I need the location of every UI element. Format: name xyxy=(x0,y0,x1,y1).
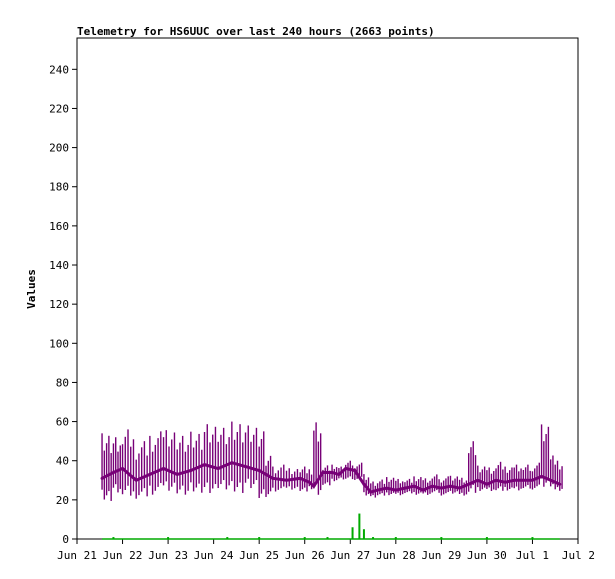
series-1-point xyxy=(100,476,104,480)
series-1-point xyxy=(530,478,534,482)
x-tick-label: Jun 28 xyxy=(376,549,416,562)
series-1-point xyxy=(344,467,348,471)
y-tick-label: 180 xyxy=(49,181,69,194)
series-1-point xyxy=(476,478,480,482)
series-1-point xyxy=(467,482,471,486)
series-2-point xyxy=(372,537,375,539)
x-tick-label: Jun 27 xyxy=(330,549,370,562)
series-1-point xyxy=(203,463,207,467)
series-2-point xyxy=(485,537,488,539)
series-2-point xyxy=(258,537,261,539)
y-tick-label: 20 xyxy=(56,494,69,507)
series-1-point xyxy=(353,469,357,473)
series-1-point xyxy=(503,480,507,484)
series-1-point xyxy=(244,465,248,469)
series-1-point xyxy=(521,478,525,482)
series-2-point xyxy=(362,529,365,539)
y-tick-label: 40 xyxy=(56,455,69,468)
series-1-point xyxy=(494,478,498,482)
series-layer xyxy=(100,421,563,540)
series-1-point xyxy=(148,472,152,476)
series-1-point xyxy=(271,476,275,480)
series-1-point xyxy=(337,472,341,476)
y-axis: 0 20 40 60 80 100 120 140 160 180 200 220 240 xyxy=(49,63,77,546)
y-tick-label: 220 xyxy=(49,102,69,115)
series-1-point xyxy=(512,478,516,482)
series-2-point xyxy=(112,537,115,539)
series-1-point xyxy=(330,470,334,474)
y-tick-label: 120 xyxy=(49,298,69,311)
series-2-point xyxy=(351,527,354,539)
series-1-point xyxy=(134,478,138,482)
y-tick-label: 0 xyxy=(62,533,69,546)
series-1-point xyxy=(369,490,373,494)
x-tick-label: Jun 22 xyxy=(103,549,143,562)
y-tick-label: 80 xyxy=(56,376,69,389)
series-2-point xyxy=(531,537,534,539)
y-tick-label: 60 xyxy=(56,416,69,429)
x-tick-label: Jun 29 xyxy=(421,549,461,562)
y-tick-label: 200 xyxy=(49,142,69,155)
x-axis: Jun 21 Jun 22 Jun 23 Jun 24 Jun 25 Jun 26 Jun … xyxy=(57,539,595,562)
series-1-point xyxy=(321,470,325,474)
series-1-point xyxy=(285,478,289,482)
series-1-point xyxy=(257,469,261,473)
series-2-point xyxy=(303,537,306,539)
series-1-point xyxy=(162,467,166,471)
series-1-point xyxy=(448,484,452,488)
x-tick-label: Jun 21 xyxy=(57,549,97,562)
series-1-point xyxy=(421,488,425,492)
series-1-point xyxy=(540,474,544,478)
y-axis-label: Values xyxy=(25,269,38,309)
series-1-point xyxy=(298,476,302,480)
series-1-point xyxy=(362,482,366,486)
series-1-point xyxy=(189,469,193,473)
series-1-point xyxy=(385,486,389,490)
y-tick-label: 160 xyxy=(49,220,69,233)
series-1-point xyxy=(458,486,462,490)
x-tick-label: Jun 26 xyxy=(285,549,325,562)
series-1-point xyxy=(403,486,407,490)
series-1-point xyxy=(175,472,179,476)
series-1-point xyxy=(307,480,311,484)
x-tick-label: Jun 30 xyxy=(467,549,507,562)
series-2-point xyxy=(394,537,397,539)
x-tick-label: Jun 25 xyxy=(239,549,279,562)
y-tick-label: 240 xyxy=(49,63,69,76)
x-tick-label: Jul 1 xyxy=(516,549,549,562)
x-tick-label: Jun 24 xyxy=(194,549,234,562)
series-1-point xyxy=(376,488,380,492)
x-tick-label: Jul 2 xyxy=(562,549,595,562)
chart-title: Telemetry for HS6UUC over last 240 hours… xyxy=(77,25,435,38)
series-1-point xyxy=(312,484,316,488)
series-1-point xyxy=(430,484,434,488)
series-1-point xyxy=(111,470,115,474)
series-2-point xyxy=(226,537,229,539)
series-2-point xyxy=(358,513,361,539)
series-1-point xyxy=(230,461,234,465)
series-1-point xyxy=(412,484,416,488)
series-1-point xyxy=(485,482,489,486)
series-1-point xyxy=(439,486,443,490)
series-2-point xyxy=(167,537,170,539)
series-1-point xyxy=(394,488,398,492)
series-1-point xyxy=(549,478,553,482)
series-1-point xyxy=(558,482,562,486)
series-1-point xyxy=(216,467,220,471)
series-2-point xyxy=(326,537,329,539)
series-1-point xyxy=(121,467,125,471)
y-tick-label: 100 xyxy=(49,337,69,350)
x-tick-label: Jun 23 xyxy=(148,549,188,562)
series-2-point xyxy=(440,537,443,539)
y-tick-label: 140 xyxy=(49,259,69,272)
series-1-point xyxy=(264,472,268,476)
